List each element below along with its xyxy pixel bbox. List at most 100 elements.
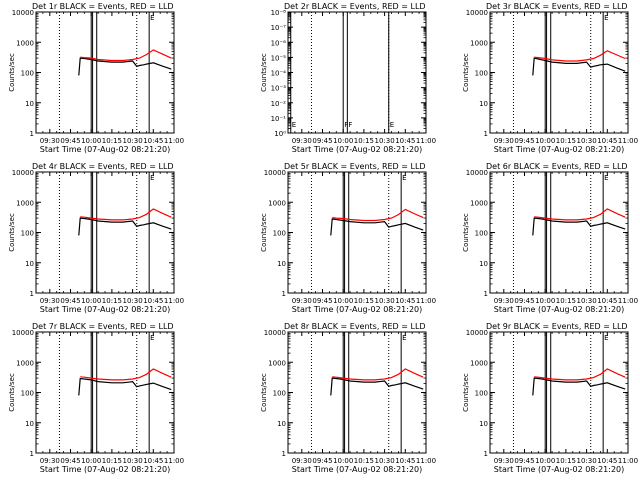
x-tick-label: 10:00 — [81, 297, 101, 305]
x-tick-label: 11:00 — [416, 457, 436, 465]
y-tick-label: 10000 — [466, 169, 488, 177]
chart-panel: Det 7r BLACK = Events, RED = LLD 1 10 100 10… — [8, 322, 184, 474]
marker-label: E — [402, 334, 406, 342]
plot-frame — [489, 171, 629, 294]
x-axis-label: Start Time (07-Aug-02 08:21:20) — [40, 305, 171, 314]
chart-panel: Det 4r BLACK = Events, RED = LLD 1 10 100 10… — [8, 162, 184, 314]
x-axis-label: Start Time (07-Aug-02 08:21:20) — [494, 305, 625, 314]
x-tick-label: 10:15 — [556, 457, 576, 465]
lld-series-line — [80, 49, 172, 62]
x-tick-label: 10:30 — [123, 457, 143, 465]
x-axis-label: Start Time (07-Aug-02 08:21:20) — [292, 145, 423, 154]
chart-panel: Det 8r BLACK = Events, RED = LLD 1 10 100 10… — [260, 322, 436, 474]
x-tick-label: 10:00 — [81, 137, 101, 145]
lld-series-line — [534, 368, 626, 381]
x-tick-label: 09:30 — [494, 137, 514, 145]
y-tick-label: 100 — [21, 70, 34, 78]
x-axis-label: Start Time (07-Aug-02 08:21:20) — [292, 465, 423, 474]
x-tick-label: 09:45 — [312, 137, 332, 145]
x-tick-label: 10:30 — [577, 457, 597, 465]
x-tick-label: 10:45 — [143, 457, 163, 465]
lld-series-line — [534, 208, 626, 221]
chart-title: Det 8r BLACK = Events, RED = LLD — [284, 322, 426, 331]
y-tick-label: 10000 — [264, 169, 286, 177]
y-tick-label: 10⁰ — [274, 130, 286, 138]
x-axis-label: Start Time (07-Aug-02 08:21:20) — [494, 145, 625, 154]
x-axis-label: Start Time (07-Aug-02 08:21:20) — [292, 305, 423, 314]
y-axis-label: Counts/sec — [462, 213, 470, 252]
y-tick-label: 1000 — [470, 359, 488, 367]
chart-title: Det 1r BLACK = Events, RED = LLD — [32, 2, 174, 11]
events-series-line — [532, 377, 626, 396]
y-tick-label: 10 — [479, 420, 488, 428]
y-tick-label: 1 — [484, 450, 488, 458]
y-tick-label: 10⁻² — [271, 100, 287, 108]
x-tick-label: 10:15 — [556, 297, 576, 305]
x-tick-label: 10:45 — [143, 137, 163, 145]
x-tick-label: 10:15 — [102, 137, 122, 145]
x-tick-label: 09:45 — [514, 137, 534, 145]
y-tick-label: 1000 — [470, 199, 488, 207]
x-tick-label: 11:00 — [618, 457, 638, 465]
x-tick-label: 09:30 — [40, 297, 60, 305]
y-tick-label: 10⁻⁵ — [271, 54, 287, 62]
events-series-line — [330, 377, 424, 396]
chart-title: Det 3r BLACK = Events, RED = LLD — [486, 2, 628, 11]
x-tick-label: 11:00 — [164, 297, 184, 305]
x-axis-label: Start Time (07-Aug-02 08:21:20) — [40, 465, 171, 474]
y-tick-label: 10⁻⁶ — [271, 39, 287, 47]
x-tick-label: 10:15 — [354, 297, 374, 305]
y-tick-label: 10 — [25, 420, 34, 428]
y-tick-label: 100 — [273, 230, 286, 238]
x-tick-label: 09:30 — [494, 457, 514, 465]
marker-label: E — [402, 174, 406, 182]
x-tick-label: 10:00 — [333, 297, 353, 305]
y-tick-label: 1 — [30, 290, 34, 298]
y-tick-label: 100 — [475, 70, 488, 78]
y-tick-label: 10 — [25, 260, 34, 268]
y-tick-label: 1 — [282, 290, 286, 298]
x-tick-label: 10:00 — [535, 137, 555, 145]
x-tick-label: 10:00 — [81, 457, 101, 465]
y-tick-label: 10000 — [466, 329, 488, 337]
y-tick-label: 100 — [475, 390, 488, 398]
x-tick-label: 10:30 — [577, 297, 597, 305]
y-tick-label: 10⁻⁴ — [271, 70, 287, 78]
x-tick-label: 09:45 — [514, 297, 534, 305]
marker-label: E — [604, 334, 608, 342]
x-tick-label: 10:45 — [143, 297, 163, 305]
x-tick-label: 09:45 — [60, 137, 80, 145]
plot-frame — [287, 171, 427, 294]
marker-label: E — [292, 121, 296, 129]
x-tick-label: 10:15 — [556, 137, 576, 145]
x-tick-label: 09:45 — [60, 297, 80, 305]
x-tick-label: 11:00 — [164, 137, 184, 145]
marker-label: E — [150, 14, 154, 22]
y-tick-label: 1 — [282, 450, 286, 458]
marker-label: F — [344, 121, 348, 129]
marker-label: E — [390, 121, 394, 129]
y-tick-label: 1 — [30, 130, 34, 138]
plot-frame — [35, 331, 175, 454]
marker-label: E — [604, 14, 608, 22]
chart-title: Det 6r BLACK = Events, RED = LLD — [486, 162, 628, 171]
y-tick-label: 100 — [21, 230, 34, 238]
chart-panel: Det 2r BLACK = Events, RED = LLD 10⁰ 10⁻¹ 1… — [260, 2, 436, 154]
x-tick-label: 11:00 — [416, 137, 436, 145]
y-tick-label: 1 — [484, 130, 488, 138]
x-tick-label: 11:00 — [164, 457, 184, 465]
x-tick-label: 11:00 — [618, 137, 638, 145]
y-tick-label: 100 — [475, 230, 488, 238]
y-axis-label: Counts/sec — [260, 53, 268, 92]
x-axis-label: Start Time (07-Aug-02 08:21:20) — [494, 465, 625, 474]
marker-label: E — [604, 174, 608, 182]
x-tick-label: 10:45 — [597, 457, 617, 465]
y-tick-label: 1000 — [268, 199, 286, 207]
x-tick-label: 10:45 — [395, 457, 415, 465]
y-tick-label: 10000 — [12, 9, 34, 17]
y-axis-label: Counts/sec — [260, 213, 268, 252]
chart-panel: Det 6r BLACK = Events, RED = LLD 1 10 100 10… — [462, 162, 638, 314]
x-tick-label: 09:30 — [292, 297, 312, 305]
x-tick-label: 10:15 — [354, 137, 374, 145]
y-tick-label: 1 — [484, 290, 488, 298]
